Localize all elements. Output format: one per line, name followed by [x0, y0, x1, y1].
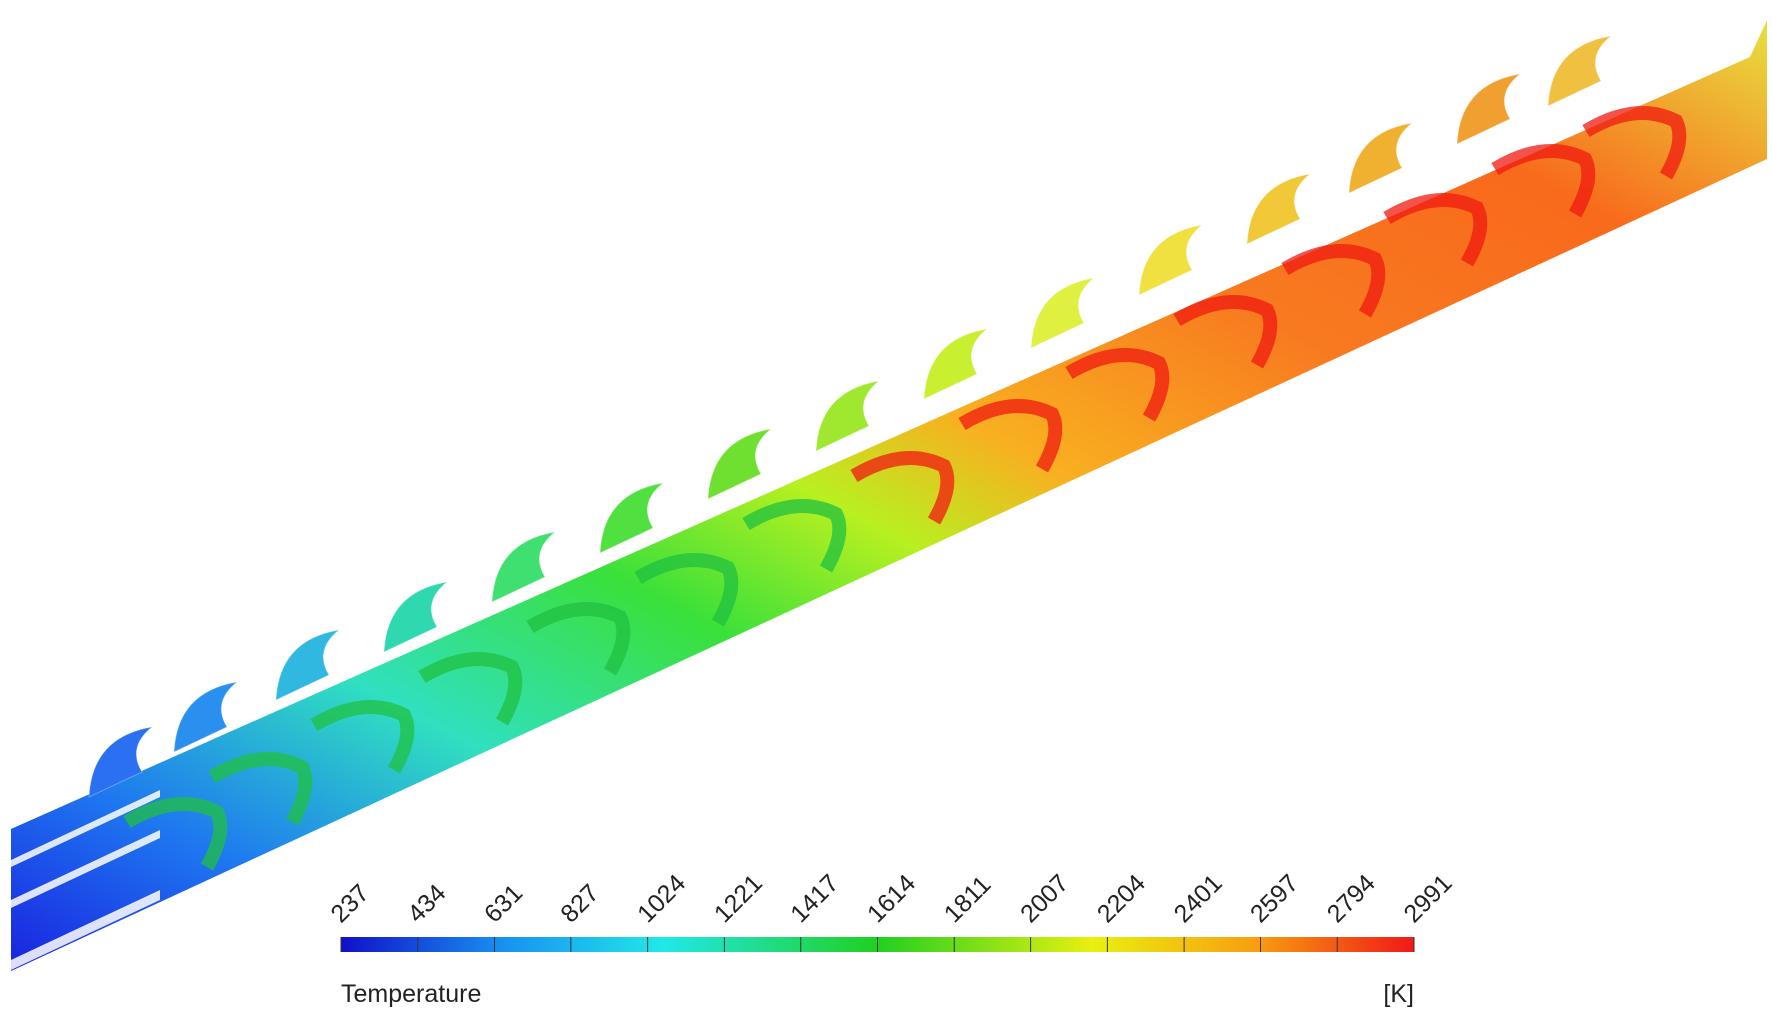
fin: [1246, 173, 1312, 245]
colorbar-tick-label: 1417: [785, 869, 844, 928]
flow-band: [1582, 106, 1687, 180]
colorbar-tick-label: 434: [402, 879, 451, 928]
colorbar-tick-label: 2991: [1398, 869, 1457, 928]
fin: [815, 380, 881, 452]
fin: [1547, 35, 1613, 107]
fin: [1138, 224, 1204, 296]
flow-band: [418, 652, 523, 726]
colorbar-tick-label: 237: [325, 879, 374, 928]
fin: [383, 581, 449, 653]
fin: [1030, 277, 1096, 349]
fin: [491, 531, 557, 603]
colorbar-tick-label: 2794: [1322, 869, 1381, 928]
flow-band: [1065, 348, 1170, 422]
colorbar-unit: [K]: [1383, 980, 1414, 1008]
colorbar-tick-label: 827: [555, 879, 604, 928]
fin: [275, 629, 341, 701]
fin: [599, 482, 665, 554]
colorbar-tick-label: 1614: [862, 869, 921, 928]
colorbar-tick-label: 2204: [1092, 869, 1151, 928]
flow-band: [634, 553, 739, 627]
flow-band: [1173, 295, 1278, 369]
flow-band: [1281, 244, 1386, 318]
colorbar-tick-label: 2597: [1245, 869, 1304, 928]
flow-band: [958, 399, 1063, 473]
fin: [88, 726, 154, 798]
colorbar-tick-label: 631: [479, 879, 528, 928]
flow-band: [1491, 144, 1596, 218]
flow-band: [310, 700, 415, 774]
flow-band: [526, 602, 631, 676]
flow-band: [742, 499, 847, 573]
fin: [1456, 73, 1522, 145]
fin: [173, 681, 239, 753]
colorbar-tick-label: 2401: [1169, 869, 1228, 928]
colorbar-tick-label: 1221: [709, 869, 768, 928]
pipe-line: [11, 790, 160, 867]
colorbar-tick-label: 2007: [1015, 869, 1074, 928]
flow-band: [850, 451, 955, 525]
colorbar-tick-label: 1024: [632, 869, 691, 928]
fin: [923, 328, 989, 400]
pipe-line: [11, 830, 160, 908]
colorbar-label: Temperature: [341, 980, 481, 1008]
flow-band: [1383, 193, 1488, 267]
pipe-line: [11, 890, 160, 970]
flow-band: [208, 752, 313, 826]
fin: [1348, 122, 1414, 194]
colorbar-tick-label: 1811: [939, 870, 997, 928]
fin: [707, 428, 773, 500]
duct-geometry: [11, 20, 1767, 971]
flow-band: [123, 797, 228, 871]
